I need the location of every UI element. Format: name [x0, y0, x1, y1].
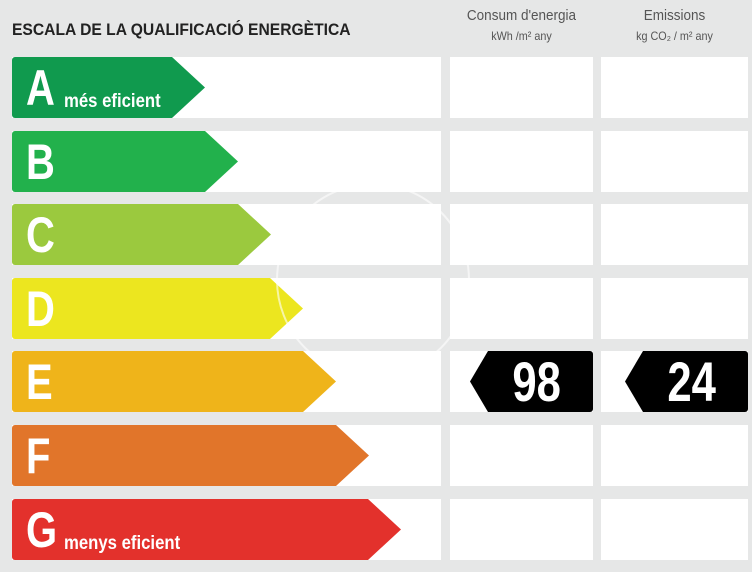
consum-badge: 98 — [470, 351, 593, 412]
page-title: ESCALA DE LA QUALIFICACIÓ ENERGÈTICA — [12, 20, 351, 39]
rating-subtitle: més eficient — [64, 91, 161, 112]
rating-subtitle: menys eficient — [64, 533, 181, 554]
watermark-logo — [276, 183, 470, 377]
consum-cell — [450, 204, 593, 265]
emissions-cell — [601, 57, 748, 118]
rating-row-b: B — [0, 131, 752, 192]
consum-header: Consum d'energia kWh /m² any — [457, 6, 586, 46]
consum-unit: kWh /m² any — [491, 29, 552, 43]
rating-letter: A — [26, 60, 55, 116]
rating-arrow: B — [12, 131, 238, 192]
rating-row-f: F — [0, 425, 752, 486]
emissions-badge: 24 — [625, 351, 748, 412]
rating-arrow: E — [12, 351, 336, 412]
emissions-cell — [601, 278, 748, 339]
rating-letter: F — [26, 428, 51, 484]
rating-arrow: F — [12, 425, 369, 486]
rating-arrow: D — [12, 278, 303, 339]
rating-row-a: A més eficient — [0, 57, 752, 118]
rating-letter: G — [26, 502, 58, 558]
emissions-header: Emissions kg CO₂ / m² any — [608, 6, 740, 46]
emissions-cell — [601, 425, 748, 486]
emissions-cell — [601, 131, 748, 192]
rating-letter: C — [26, 207, 55, 263]
rating-row-e: E 98 24 — [0, 351, 752, 412]
consum-cell — [450, 278, 593, 339]
consum-cell — [450, 57, 593, 118]
emissions-unit: kg CO₂ / m² any — [636, 29, 713, 43]
rating-letter: B — [26, 134, 55, 190]
rating-row-d: D — [0, 278, 752, 339]
consum-cell — [450, 499, 593, 560]
rating-arrow: A més eficient — [12, 57, 205, 118]
consum-label: Consum d'energia — [466, 7, 577, 24]
rating-arrow: C — [12, 204, 271, 265]
emissions-label: Emissions — [643, 7, 706, 24]
rating-letter: E — [26, 354, 53, 410]
emissions-result: 24 — [601, 351, 748, 412]
emissions-cell — [601, 499, 748, 560]
rating-row-g: G menys eficient — [0, 499, 752, 560]
rating-letter: D — [26, 281, 55, 337]
rating-arrow: G menys eficient — [12, 499, 401, 560]
consum-result: 98 — [450, 351, 593, 412]
consum-value: 98 — [512, 350, 562, 413]
emissions-cell — [601, 204, 748, 265]
emissions-value: 24 — [667, 350, 717, 413]
consum-cell — [450, 131, 593, 192]
consum-cell — [450, 425, 593, 486]
